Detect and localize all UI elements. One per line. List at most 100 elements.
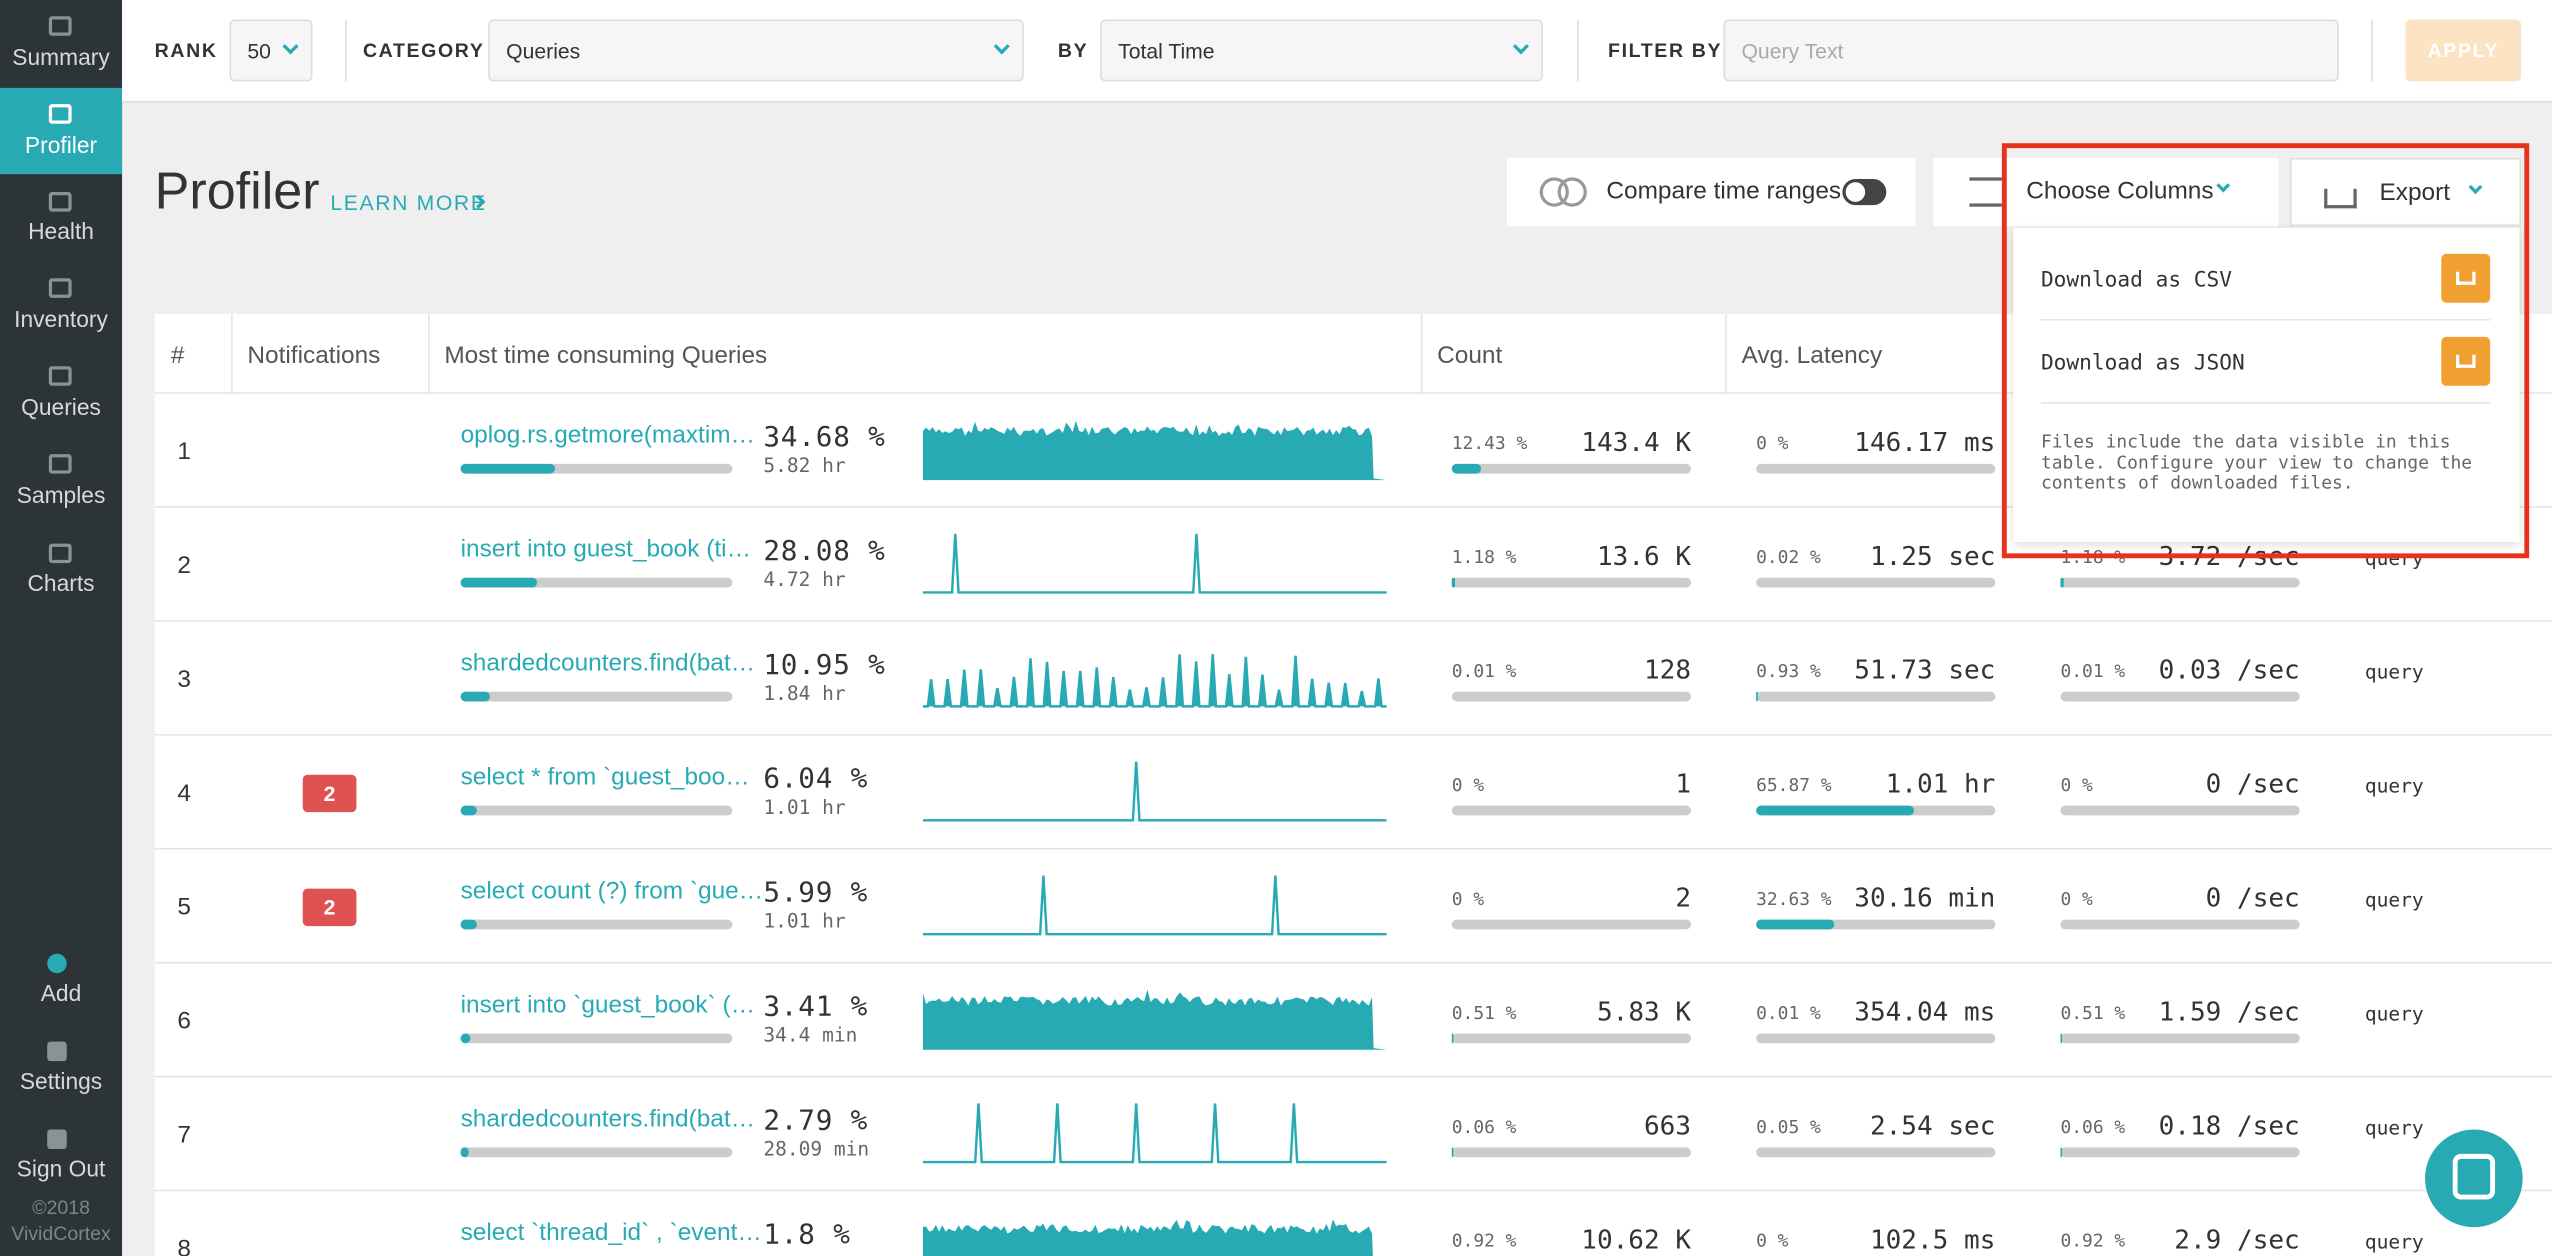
download-icon <box>2456 355 2476 368</box>
time-total: 1.01 hr <box>763 910 845 933</box>
query-link[interactable]: insert into `guest_book` (… <box>461 991 755 1019</box>
compare-label: Compare time ranges <box>1606 177 1841 205</box>
time-total: 28.09 min <box>763 1138 869 1161</box>
column-header[interactable]: Avg. Latency <box>1741 342 1882 370</box>
progress-fill <box>2060 1033 2061 1043</box>
notification-badge[interactable]: 2 <box>303 775 357 812</box>
nav-item[interactable]: Inventory <box>0 306 122 332</box>
time-pct: 5.99 % <box>763 877 868 910</box>
query-type: query <box>2365 889 2424 912</box>
query-link[interactable]: shardedcounters.find(bat… <box>461 1105 755 1133</box>
rank: 3 <box>177 666 191 694</box>
table-row: 42select * from `guest_boo…6.04 %1.01 hr… <box>155 736 2552 850</box>
query-link[interactable]: select * from `guest_boo… <box>461 763 750 791</box>
progress-track <box>1452 806 1691 816</box>
progress-track <box>2060 692 2299 702</box>
nav-item[interactable]: Charts <box>0 570 122 596</box>
page-title: Profiler <box>155 161 320 221</box>
progress-fill <box>461 578 537 588</box>
time-total: 1.84 hr <box>763 682 845 705</box>
notification-badge[interactable]: 2 <box>303 889 357 926</box>
download-icon <box>2456 272 2476 285</box>
nav-item[interactable]: Queries <box>0 394 122 420</box>
progress-track <box>2060 1147 2299 1157</box>
nav-icon <box>49 544 72 564</box>
sparkline <box>923 1214 1387 1256</box>
metric-value: 1 <box>1452 768 1691 799</box>
progress-fill <box>461 1147 469 1157</box>
nav-icon <box>47 954 67 974</box>
learn-more-link[interactable]: LEARN MORE <box>330 190 486 214</box>
metric-value: 0.18 /sec <box>2060 1110 2299 1141</box>
column-header[interactable]: # <box>171 342 185 370</box>
compare-toggle[interactable]: Compare time ranges <box>1507 158 1916 226</box>
copyright: VividCortex <box>0 1222 122 1245</box>
metric-value: 2.9 /sec <box>2060 1224 2299 1255</box>
query-link[interactable]: select count (?) from `gue… <box>461 877 764 905</box>
progress-track <box>1756 1147 1995 1157</box>
time-pct: 28.08 % <box>763 535 885 568</box>
menu-item[interactable]: Download as JSON <box>2041 352 2245 376</box>
query-link[interactable]: select `thread_id` , `event… <box>461 1219 762 1247</box>
nav-item[interactable]: Settings <box>0 1068 122 1094</box>
metric-value: 51.73 sec <box>1756 654 1995 685</box>
nav-item[interactable]: Add <box>0 980 122 1006</box>
query-link[interactable]: oplog.rs.getmore(maxtim… <box>461 422 755 450</box>
query-type: query <box>2365 1116 2424 1139</box>
time-total: 5.82 hr <box>763 454 845 477</box>
column-header[interactable]: Notifications <box>247 342 380 370</box>
metric-value: 663 <box>1452 1110 1691 1141</box>
column-divider <box>428 314 430 394</box>
column-header[interactable]: Count <box>1437 342 1502 370</box>
select[interactable]: Queries <box>488 20 1023 82</box>
divider <box>1577 20 1579 82</box>
menu-item[interactable]: Download as CSV <box>2041 269 2232 293</box>
progress-track <box>461 1147 733 1157</box>
toolbar-label: FILTER BY <box>1608 39 1722 62</box>
table-row: 6insert into `guest_book` (…3.41 %34.4 m… <box>155 964 2552 1078</box>
metric-value: 1.25 sec <box>1756 540 1995 571</box>
query-link[interactable]: insert into guest_book (ti… <box>461 535 751 563</box>
metric-value: 5.83 K <box>1452 996 1691 1027</box>
column-header[interactable]: Most time consuming Queries <box>444 342 767 370</box>
sparkline <box>923 872 1387 937</box>
nav-icon <box>49 366 72 386</box>
table-row: 5 2 select count (?) from `gue…5.99 %1.01 … <box>155 850 2552 964</box>
time-pct: 2.79 % <box>763 1105 868 1138</box>
chevron <box>282 38 298 54</box>
rank: 7 <box>177 1121 191 1149</box>
progress-fill <box>1756 806 1914 816</box>
nav-icon <box>47 1042 67 1062</box>
nav-item[interactable]: Summary <box>0 44 122 70</box>
apply-button[interactable]: APPLY <box>2406 20 2522 82</box>
query-link[interactable]: shardedcounters.find(bat… <box>461 649 755 677</box>
progress-track <box>2060 920 2299 930</box>
progress-fill <box>461 692 491 702</box>
select[interactable]: Total Time <box>1100 20 1543 82</box>
sparkline <box>923 417 1387 482</box>
select-value: 50 <box>247 39 271 63</box>
metric-value: 128 <box>1452 654 1691 685</box>
clock-icon <box>1558 177 1587 206</box>
time-pct: 34.68 % <box>763 422 885 455</box>
progress-track <box>461 692 733 702</box>
rank: 1 <box>177 438 191 466</box>
metric-value: 30.16 min <box>1756 882 1995 913</box>
sparkline <box>923 1100 1387 1165</box>
rank: 8 <box>177 1235 191 1256</box>
progress-track <box>1452 464 1691 474</box>
sparkline <box>923 986 1387 1051</box>
rank: 5 <box>177 894 191 922</box>
metric-value: 10.62 K <box>1452 1224 1691 1255</box>
metric-value: 354.04 ms <box>1756 996 1995 1027</box>
nav-item[interactable]: Samples <box>0 482 122 508</box>
text-input[interactable]: Query Text <box>1724 20 2339 82</box>
nav-item[interactable]: Health <box>0 218 122 244</box>
progress-fill <box>1452 464 1482 474</box>
progress-fill <box>461 920 477 930</box>
nav-item[interactable]: Sign Out <box>0 1156 122 1182</box>
table-row: 3shardedcounters.find(bat…10.95 %1.84 hr… <box>155 622 2552 736</box>
nav-item[interactable]: Profiler <box>0 132 122 158</box>
rank: 4 <box>177 780 191 808</box>
select[interactable]: 50 <box>229 20 312 82</box>
